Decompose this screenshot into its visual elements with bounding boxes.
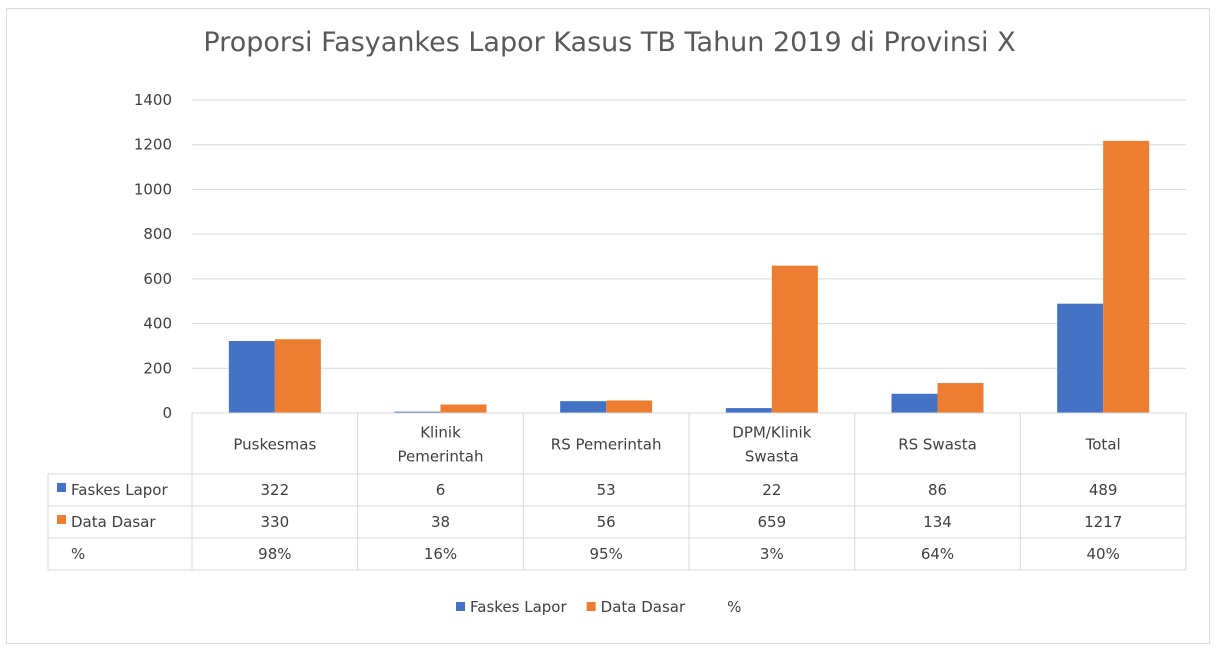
bar (440, 404, 487, 413)
table-cell: 22 (762, 481, 781, 499)
y-tick-label: 1000 (134, 180, 172, 198)
legend-label: Faskes Lapor (470, 598, 567, 616)
y-tick-label: 200 (143, 359, 172, 377)
row-label: % (71, 545, 85, 563)
table-cell: 659 (758, 513, 787, 531)
category-label: DPM/Klinik (732, 424, 811, 442)
table-cell: 56 (597, 513, 616, 531)
table-cell: 489 (1089, 481, 1118, 499)
category-label: Klinik (420, 424, 461, 442)
table-cell: 330 (261, 513, 290, 531)
bar (394, 411, 441, 413)
chart-title: Proporsi Fasyankes Lapor Kasus TB Tahun … (203, 27, 1016, 58)
table-cell: 322 (261, 481, 290, 499)
table-cell: 40% (1086, 545, 1119, 563)
bar (1057, 303, 1104, 413)
table-cell: 98% (258, 545, 291, 563)
table-cell: 16% (424, 545, 457, 563)
table-cell: 3% (760, 545, 784, 563)
legend-label: % (727, 598, 741, 616)
y-tick-label: 1400 (134, 91, 172, 109)
category-label: Swasta (745, 448, 799, 466)
bar (771, 265, 818, 413)
bar (1103, 140, 1150, 413)
category-label: Total (1085, 436, 1121, 454)
table-cell: 38 (431, 513, 450, 531)
table-cell: 95% (589, 545, 622, 563)
bar (274, 339, 321, 413)
legend-label: Data Dasar (601, 598, 686, 616)
table-cell: 86 (928, 481, 947, 499)
y-tick-label: 0 (162, 404, 172, 422)
legend-key (456, 602, 465, 611)
bar (228, 341, 275, 413)
table-cell: 53 (597, 481, 616, 499)
row-legend-key (57, 515, 66, 524)
category-label: Puskesmas (233, 436, 316, 454)
bar (606, 400, 653, 413)
y-tick-label: 400 (143, 315, 172, 333)
category-label: RS Swasta (898, 436, 977, 454)
category-label: Pemerintah (397, 448, 483, 466)
legend-key (586, 602, 596, 611)
row-legend-key (57, 483, 66, 492)
row-label: Data Dasar (71, 513, 156, 531)
y-tick-label: 1200 (134, 136, 172, 154)
row-label: Faskes Lapor (71, 481, 168, 499)
bar (891, 393, 938, 413)
chart-frame (6, 8, 1210, 644)
table-cell: 1217 (1084, 513, 1122, 531)
bar (937, 383, 984, 413)
y-tick-label: 800 (143, 225, 172, 243)
category-label: RS Pemerintah (551, 436, 662, 454)
table-cell: 64% (921, 545, 954, 563)
y-tick-label: 600 (143, 270, 172, 288)
table-cell: 134 (923, 513, 952, 531)
bar (725, 408, 772, 413)
table-cell: 6 (436, 481, 446, 499)
bar (560, 401, 607, 413)
